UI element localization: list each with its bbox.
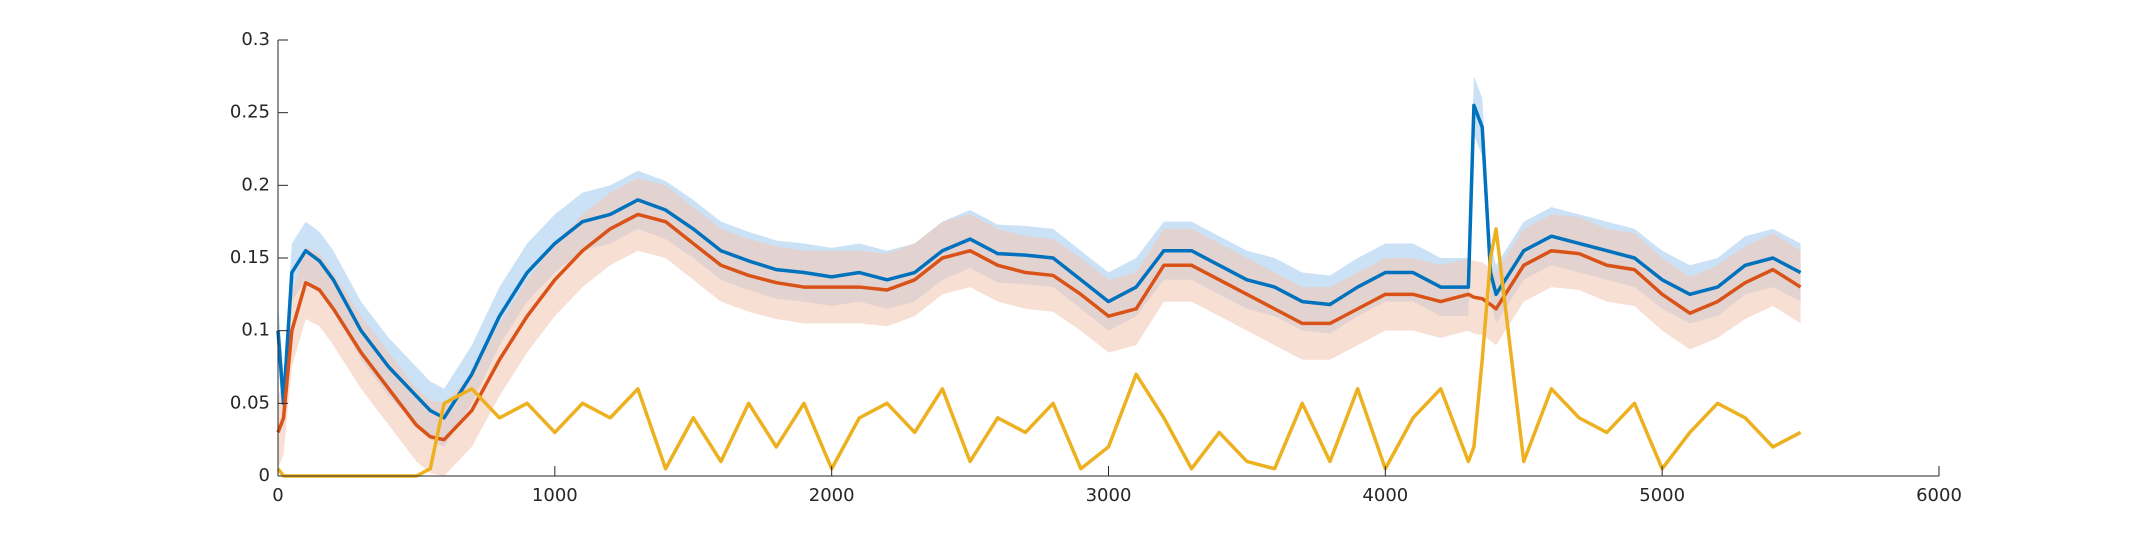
series-line [276,103,1802,420]
x-tick-label: 6000 [1916,485,1962,506]
y-tick-label: 0.3 [241,29,270,50]
series-line [276,227,1802,478]
x-tick-label: 0 [272,485,283,506]
x-tick-label: 5000 [1639,485,1685,506]
y-tick-label: 0.25 [230,102,270,123]
x-tick-label: 2000 [809,485,855,506]
x-tick-label: 4000 [1362,485,1408,506]
y-tick-label: 0.15 [230,247,270,268]
band [278,178,1801,477]
y-tick-label: 0 [259,465,270,486]
x-tick-label: 3000 [1086,485,1132,506]
y-tick-label: 0.2 [241,174,270,195]
series-line [276,212,1802,442]
y-tick-label: 0.05 [230,392,270,413]
y-tick-label: 0.1 [241,320,270,341]
x-tick-label: 1000 [532,485,578,506]
